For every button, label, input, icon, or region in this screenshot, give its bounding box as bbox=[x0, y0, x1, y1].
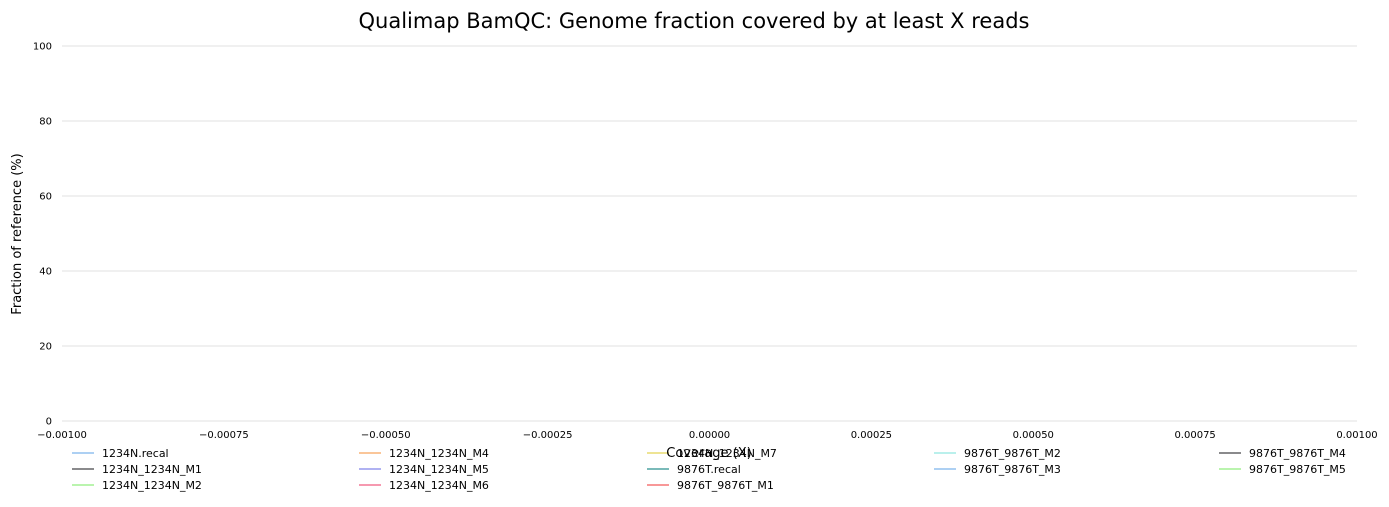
legend-item[interactable]: 1234N_1234N_M5 bbox=[359, 463, 489, 476]
legend-label: 1234N_1234N_M5 bbox=[389, 463, 489, 476]
legend-item[interactable]: 9876T_9876T_M4 bbox=[1219, 447, 1346, 460]
legend-item[interactable]: 9876T_9876T_M1 bbox=[647, 479, 774, 492]
gridlines bbox=[62, 45, 1357, 422]
legend-item[interactable]: 9876T_9876T_M3 bbox=[934, 463, 1061, 476]
legend-item[interactable]: 1234N_1234N_M1 bbox=[72, 463, 202, 476]
x-axis-label: Coverage (X) bbox=[666, 446, 751, 461]
x-tick-labels: −0.00100 −0.00075 −0.00050 −0.00025 0.00000 0… bbox=[37, 430, 1378, 441]
y-tick-labels: 0 20 40 60 80 100 bbox=[33, 42, 52, 428]
x-tick-label: −0.00100 bbox=[37, 430, 87, 441]
legend-item[interactable]: 9876T_9876T_M2 bbox=[934, 447, 1061, 460]
x-tick-label: 0.00050 bbox=[1013, 430, 1054, 441]
legend-item[interactable]: 1234N.recal bbox=[72, 447, 169, 460]
legend-label: 1234N_1234N_M6 bbox=[389, 479, 489, 492]
legend-item[interactable]: 1234N_1234N_M2 bbox=[72, 479, 202, 492]
x-tick-label: −0.00050 bbox=[361, 430, 411, 441]
legend-item[interactable]: 1234N_1234N_M7 bbox=[647, 447, 777, 460]
x-tick-label: −0.00075 bbox=[199, 430, 249, 441]
legend-label: 9876T_9876T_M5 bbox=[1249, 463, 1346, 476]
y-tick-label: 60 bbox=[39, 192, 52, 203]
x-tick-label: 0.00075 bbox=[1174, 430, 1215, 441]
y-tick-label: 40 bbox=[39, 267, 52, 278]
x-tick-label: −0.00025 bbox=[523, 430, 573, 441]
legend-label: 1234N.recal bbox=[102, 447, 169, 460]
y-tick-label: 20 bbox=[39, 342, 52, 353]
legend-label: 9876T_9876T_M1 bbox=[677, 479, 774, 492]
legend-label: 9876T_9876T_M4 bbox=[1249, 447, 1346, 460]
x-tick-label: 0.00100 bbox=[1336, 430, 1377, 441]
legend-item[interactable]: 9876T.recal bbox=[647, 463, 741, 476]
legend-label: 1234N_1234N_M7 bbox=[677, 447, 777, 460]
legend-label: 9876T_9876T_M3 bbox=[964, 463, 1061, 476]
legend-label: 1234N_1234N_M2 bbox=[102, 479, 202, 492]
legend-label: 1234N_1234N_M1 bbox=[102, 463, 202, 476]
y-tick-label: 0 bbox=[46, 417, 52, 428]
y-tick-label: 100 bbox=[33, 42, 52, 53]
x-tick-label: 0.00025 bbox=[851, 430, 892, 441]
y-axis-label: Fraction of reference (%) bbox=[10, 153, 25, 314]
legend-label: 1234N_1234N_M4 bbox=[389, 447, 489, 460]
legend-label: 9876T.recal bbox=[677, 463, 741, 476]
legend-item[interactable]: 9876T_9876T_M5 bbox=[1219, 463, 1346, 476]
legend: 1234N.recal 1234N_1234N_M1 1234N_1234N_M2 1… bbox=[72, 447, 1346, 492]
legend-item[interactable]: 1234N_1234N_M4 bbox=[359, 447, 489, 460]
x-tick-label: 0.00000 bbox=[689, 430, 730, 441]
legend-item[interactable]: 1234N_1234N_M6 bbox=[359, 479, 489, 492]
y-tick-label: 80 bbox=[39, 117, 52, 128]
chart-title: Qualimap BamQC: Genome fraction covered … bbox=[359, 9, 1030, 33]
legend-label: 9876T_9876T_M2 bbox=[964, 447, 1061, 460]
